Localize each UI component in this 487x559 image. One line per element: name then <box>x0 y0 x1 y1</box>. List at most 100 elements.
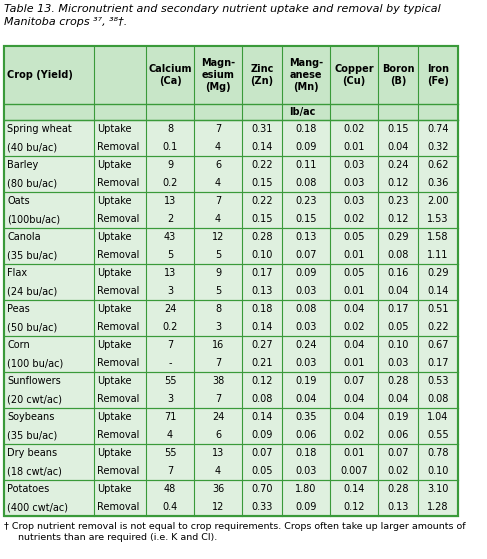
Text: 0.07: 0.07 <box>295 250 317 260</box>
Text: 0.05: 0.05 <box>343 232 365 242</box>
Text: Removal: Removal <box>97 358 139 368</box>
Text: 0.03: 0.03 <box>295 466 317 476</box>
Text: 0.04: 0.04 <box>387 394 409 404</box>
Text: 0.05: 0.05 <box>251 466 273 476</box>
Text: 0.04: 0.04 <box>343 394 365 404</box>
Text: 0.18: 0.18 <box>251 304 273 314</box>
Text: Table 13. Micronutrient and secondary nutrient uptake and removal by typical: Table 13. Micronutrient and secondary nu… <box>4 4 441 14</box>
Text: 0.06: 0.06 <box>387 430 409 440</box>
Text: Uptake: Uptake <box>97 304 131 314</box>
Text: 0.32: 0.32 <box>427 142 449 152</box>
Text: 6: 6 <box>215 160 221 170</box>
Text: Removal: Removal <box>97 178 139 188</box>
Text: 0.02: 0.02 <box>343 124 365 134</box>
Text: 3: 3 <box>215 322 221 332</box>
Text: 0.08: 0.08 <box>427 394 449 404</box>
Text: 5: 5 <box>167 250 173 260</box>
Text: 0.17: 0.17 <box>427 358 449 368</box>
Text: 0.07: 0.07 <box>343 376 365 386</box>
Text: 0.31: 0.31 <box>251 124 273 134</box>
Text: 0.03: 0.03 <box>387 358 409 368</box>
Text: Sunflowers: Sunflowers <box>7 376 61 386</box>
Text: 7: 7 <box>215 394 221 404</box>
Text: 38: 38 <box>212 376 224 386</box>
Text: Removal: Removal <box>97 322 139 332</box>
Text: 0.29: 0.29 <box>427 268 449 278</box>
Text: (35 bu/ac): (35 bu/ac) <box>7 250 57 260</box>
Text: Uptake: Uptake <box>97 124 131 134</box>
Text: 0.53: 0.53 <box>427 376 449 386</box>
Text: Oats: Oats <box>7 196 30 206</box>
Text: 4: 4 <box>167 430 173 440</box>
Text: 0.4: 0.4 <box>162 502 178 512</box>
Text: 6: 6 <box>215 430 221 440</box>
Text: 0.35: 0.35 <box>295 412 317 422</box>
Text: 5: 5 <box>215 250 221 260</box>
Text: Mang-
anese
(Mn): Mang- anese (Mn) <box>289 58 323 92</box>
Text: 0.01: 0.01 <box>343 142 365 152</box>
Text: 0.01: 0.01 <box>343 286 365 296</box>
Text: 0.24: 0.24 <box>295 340 317 350</box>
Text: 0.09: 0.09 <box>295 268 317 278</box>
Text: 0.01: 0.01 <box>343 358 365 368</box>
Text: 0.22: 0.22 <box>251 196 273 206</box>
Text: 0.22: 0.22 <box>427 322 449 332</box>
Text: 0.55: 0.55 <box>427 430 449 440</box>
Text: 0.04: 0.04 <box>387 286 409 296</box>
Text: (35 bu/ac): (35 bu/ac) <box>7 430 57 440</box>
Text: nutrients than are required (i.e. K and Cl).: nutrients than are required (i.e. K and … <box>12 533 217 542</box>
Text: 0.02: 0.02 <box>387 466 409 476</box>
Text: 0.18: 0.18 <box>295 448 317 458</box>
Text: 0.15: 0.15 <box>387 124 409 134</box>
Text: 0.15: 0.15 <box>251 178 273 188</box>
Text: Manitoba crops ³⁷, ³⁸†.: Manitoba crops ³⁷, ³⁸†. <box>4 17 127 27</box>
Text: 3: 3 <box>167 394 173 404</box>
Text: Uptake: Uptake <box>97 484 131 494</box>
Text: 43: 43 <box>164 232 176 242</box>
Text: 0.12: 0.12 <box>387 214 409 224</box>
Text: 8: 8 <box>167 124 173 134</box>
Text: 9: 9 <box>215 268 221 278</box>
Text: 55: 55 <box>164 448 176 458</box>
Text: 0.04: 0.04 <box>295 394 317 404</box>
Text: 1.28: 1.28 <box>427 502 449 512</box>
Text: Boron
(B): Boron (B) <box>382 64 414 86</box>
Text: Uptake: Uptake <box>97 196 131 206</box>
Text: 0.16: 0.16 <box>387 268 409 278</box>
Text: Flax: Flax <box>7 268 27 278</box>
Text: 16: 16 <box>212 340 224 350</box>
Text: 7: 7 <box>167 340 173 350</box>
Text: 0.2: 0.2 <box>162 322 178 332</box>
Text: Soybeans: Soybeans <box>7 412 55 422</box>
Text: 2: 2 <box>167 214 173 224</box>
Text: 0.17: 0.17 <box>251 268 273 278</box>
Text: (80 bu/ac): (80 bu/ac) <box>7 178 57 188</box>
Text: 13: 13 <box>164 196 176 206</box>
Text: 0.70: 0.70 <box>251 484 273 494</box>
Text: Removal: Removal <box>97 430 139 440</box>
Text: 0.06: 0.06 <box>295 430 317 440</box>
Text: 9: 9 <box>167 160 173 170</box>
Text: 3.10: 3.10 <box>427 484 449 494</box>
Text: 1.80: 1.80 <box>295 484 317 494</box>
Text: 0.02: 0.02 <box>343 322 365 332</box>
Text: 24: 24 <box>164 304 176 314</box>
Text: Removal: Removal <box>97 286 139 296</box>
Text: Uptake: Uptake <box>97 340 131 350</box>
Text: 5: 5 <box>215 286 221 296</box>
Text: † Crop nutrient removal is not equal to crop requirements. Crops often take up l: † Crop nutrient removal is not equal to … <box>4 522 466 531</box>
Text: 0.09: 0.09 <box>295 502 317 512</box>
Text: 0.62: 0.62 <box>427 160 449 170</box>
Text: 0.03: 0.03 <box>295 286 317 296</box>
Text: 7: 7 <box>215 358 221 368</box>
Text: 4: 4 <box>215 142 221 152</box>
Text: 4: 4 <box>215 214 221 224</box>
Text: 0.01: 0.01 <box>343 250 365 260</box>
Text: 0.19: 0.19 <box>387 412 409 422</box>
Text: 0.07: 0.07 <box>387 448 409 458</box>
Bar <box>4 104 458 120</box>
Text: 8: 8 <box>215 304 221 314</box>
Text: Dry beans: Dry beans <box>7 448 57 458</box>
Text: (400 cwt/ac): (400 cwt/ac) <box>7 502 68 512</box>
Text: (18 cwt/ac): (18 cwt/ac) <box>7 466 62 476</box>
